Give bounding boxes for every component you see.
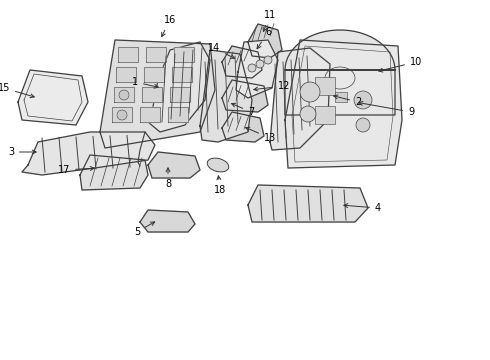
Polygon shape <box>148 152 200 178</box>
Polygon shape <box>140 107 160 122</box>
Circle shape <box>248 64 256 72</box>
Polygon shape <box>116 67 136 82</box>
Polygon shape <box>80 155 148 190</box>
Polygon shape <box>172 67 192 82</box>
Text: 1: 1 <box>132 77 158 88</box>
Text: 3: 3 <box>8 147 36 157</box>
Text: 18: 18 <box>214 176 226 195</box>
Polygon shape <box>248 24 282 58</box>
Polygon shape <box>144 67 164 82</box>
Bar <box>315 106 335 124</box>
Polygon shape <box>200 50 252 142</box>
Polygon shape <box>236 40 278 98</box>
Polygon shape <box>146 47 166 62</box>
Polygon shape <box>222 80 268 112</box>
Polygon shape <box>18 70 88 125</box>
Polygon shape <box>100 40 215 148</box>
Ellipse shape <box>207 158 229 172</box>
Bar <box>315 77 335 95</box>
Polygon shape <box>118 47 138 62</box>
Polygon shape <box>222 46 262 78</box>
Text: 15: 15 <box>0 83 34 98</box>
Polygon shape <box>285 30 395 115</box>
Polygon shape <box>270 48 330 150</box>
Text: 12: 12 <box>254 81 291 91</box>
Polygon shape <box>142 87 162 102</box>
Polygon shape <box>114 87 134 102</box>
Bar <box>335 92 347 102</box>
Polygon shape <box>170 87 190 102</box>
Text: 14: 14 <box>208 43 235 58</box>
Polygon shape <box>22 132 155 175</box>
Circle shape <box>119 90 129 100</box>
Polygon shape <box>140 210 195 232</box>
Circle shape <box>354 91 372 109</box>
Polygon shape <box>248 185 368 222</box>
Polygon shape <box>174 47 194 62</box>
Text: 6: 6 <box>257 27 271 49</box>
Text: 10: 10 <box>379 57 422 72</box>
Text: 16: 16 <box>162 15 176 37</box>
Text: 9: 9 <box>359 102 414 117</box>
Text: 11: 11 <box>263 10 276 31</box>
Polygon shape <box>112 107 132 122</box>
Circle shape <box>300 82 320 102</box>
Text: 13: 13 <box>245 127 276 143</box>
Text: 5: 5 <box>134 222 155 237</box>
Text: 4: 4 <box>344 203 381 213</box>
Text: 2: 2 <box>334 95 361 107</box>
Polygon shape <box>222 112 264 142</box>
Polygon shape <box>285 40 402 168</box>
Circle shape <box>356 118 370 132</box>
Circle shape <box>256 60 264 68</box>
Circle shape <box>300 106 316 122</box>
Text: 17: 17 <box>58 165 94 175</box>
Circle shape <box>264 56 272 64</box>
Polygon shape <box>168 107 188 122</box>
Circle shape <box>117 110 127 120</box>
Text: 7: 7 <box>232 103 254 117</box>
Polygon shape <box>148 42 210 132</box>
Text: 8: 8 <box>165 168 171 189</box>
